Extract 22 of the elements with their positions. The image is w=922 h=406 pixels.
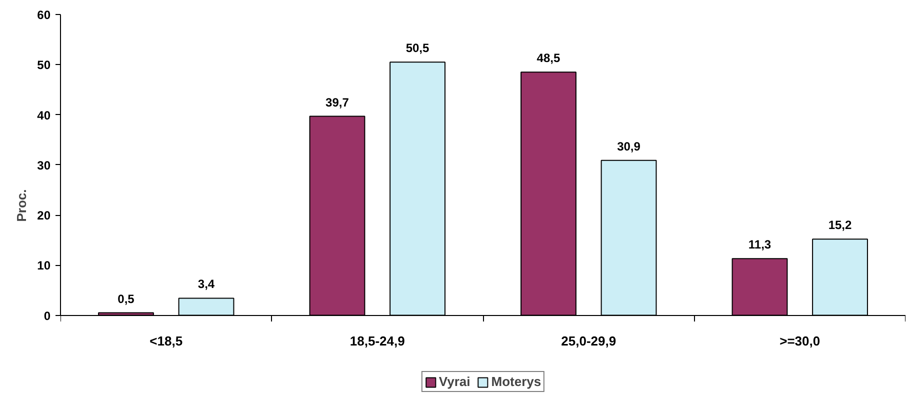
data-label: 30,9: [617, 139, 641, 154]
y-tick-label: 30: [37, 158, 51, 172]
y-tick-label: 0: [44, 308, 51, 323]
legend-label: Vyrai: [438, 374, 470, 389]
y-tick-label: 40: [37, 108, 51, 122]
y-tick-label: 10: [37, 258, 51, 273]
data-label: 39,7: [326, 95, 350, 110]
data-label: 50,5: [406, 41, 430, 56]
data-label: 15,2: [828, 218, 852, 232]
x-tick-label: 18,5-24,9: [350, 333, 405, 348]
x-tick-label: <18,5: [150, 333, 183, 348]
y-tick-label: 20: [37, 208, 51, 223]
x-tick-label: 25,0-29,9: [561, 333, 616, 348]
y-tick-label: 60: [37, 8, 51, 22]
data-label: 3,4: [198, 277, 215, 292]
data-label: 0,5: [118, 292, 135, 306]
x-tick-label: >=30,0: [780, 333, 820, 348]
data-label: 11,3: [748, 238, 772, 252]
data-label: 48,5: [536, 51, 560, 66]
y-axis-title: Proc.: [14, 189, 30, 222]
y-tick-label: 50: [37, 58, 51, 72]
legend-label: Moterys: [491, 374, 542, 389]
